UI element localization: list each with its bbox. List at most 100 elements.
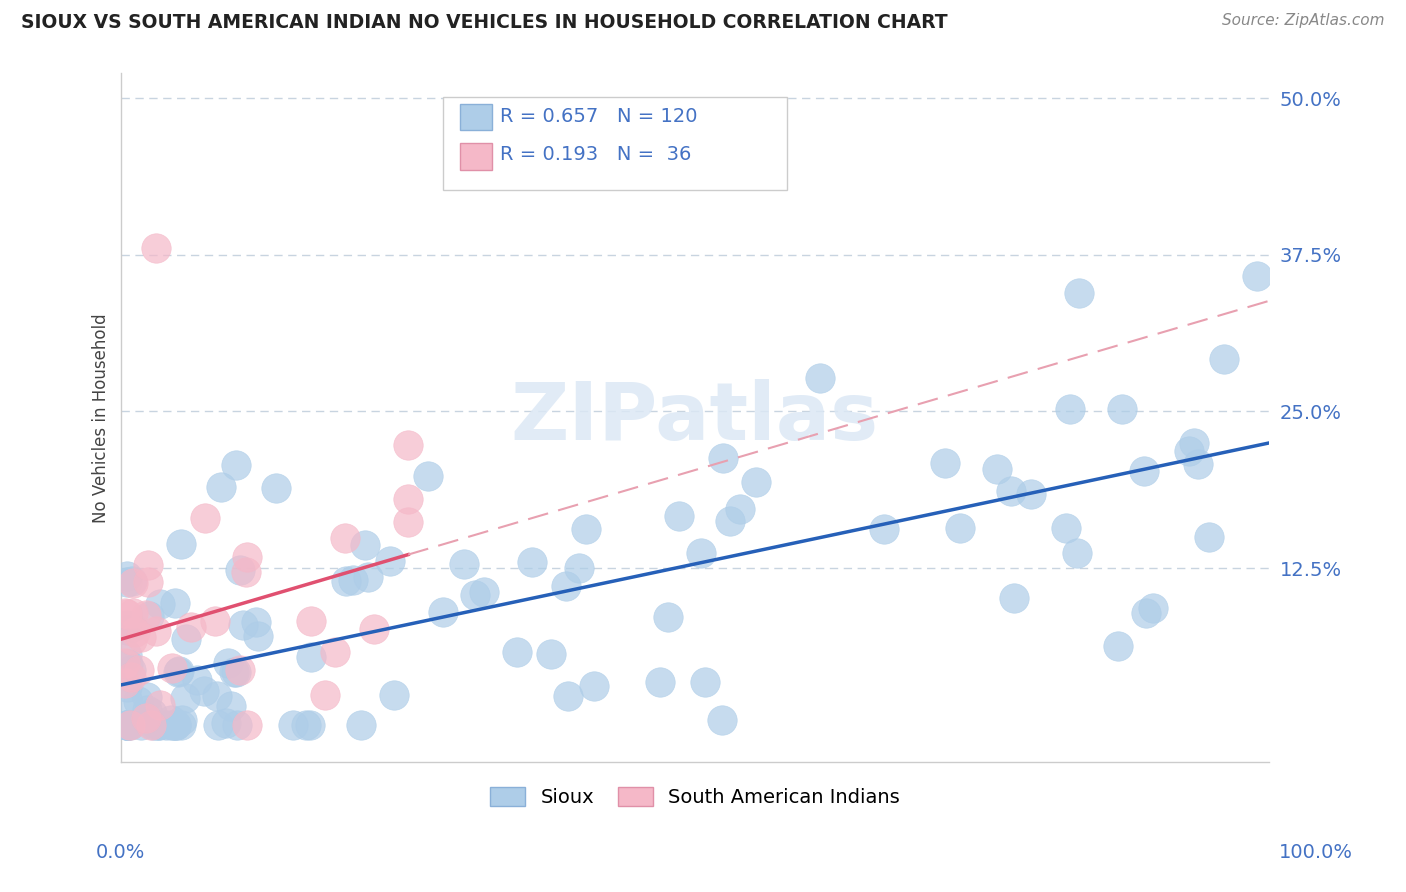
Point xyxy=(689,546,711,560)
Point xyxy=(115,718,138,732)
Point xyxy=(141,706,163,720)
Point xyxy=(949,521,972,535)
Point xyxy=(718,514,741,528)
Point xyxy=(115,648,138,663)
Point xyxy=(728,502,751,516)
Point xyxy=(142,718,165,732)
Text: 0.0%: 0.0% xyxy=(96,843,145,862)
Point xyxy=(117,657,139,671)
Y-axis label: No Vehicles in Household: No Vehicles in Household xyxy=(93,313,110,523)
Point xyxy=(235,565,257,579)
Point xyxy=(170,718,193,732)
Text: ZIPatlas: ZIPatlas xyxy=(510,379,879,457)
Point xyxy=(160,713,183,727)
Point xyxy=(363,622,385,636)
Point xyxy=(115,718,138,732)
Point xyxy=(174,691,197,706)
Point xyxy=(235,718,257,732)
Point xyxy=(582,679,605,693)
Point xyxy=(506,645,529,659)
Point xyxy=(246,629,269,643)
Point xyxy=(335,574,357,589)
Point xyxy=(1107,639,1129,653)
Legend: Sioux, South American Indians: Sioux, South American Indians xyxy=(482,780,908,814)
Point xyxy=(229,663,252,677)
Text: R = 0.657   N = 120: R = 0.657 N = 120 xyxy=(501,107,697,127)
Point xyxy=(176,632,198,646)
Point xyxy=(986,462,1008,476)
Point xyxy=(229,563,252,577)
Point xyxy=(873,522,896,536)
Point xyxy=(170,537,193,551)
Point xyxy=(934,456,956,470)
Point xyxy=(121,574,143,588)
Point xyxy=(568,561,591,575)
Point xyxy=(557,690,579,704)
Point xyxy=(138,558,160,572)
Point xyxy=(464,588,486,602)
Point xyxy=(1000,484,1022,499)
Point xyxy=(1111,402,1133,417)
Text: Source: ZipAtlas.com: Source: ZipAtlas.com xyxy=(1222,13,1385,29)
Point xyxy=(148,718,170,732)
Point xyxy=(382,688,405,702)
Point xyxy=(124,625,146,640)
Point xyxy=(122,606,145,620)
Point xyxy=(145,718,167,732)
Point xyxy=(295,718,318,732)
Point xyxy=(120,718,142,732)
Point xyxy=(342,573,364,587)
Point xyxy=(711,450,734,465)
Point xyxy=(135,608,157,623)
Point xyxy=(378,554,401,568)
Point xyxy=(396,438,419,452)
Point xyxy=(160,718,183,732)
Point xyxy=(114,676,136,690)
Point xyxy=(204,614,226,628)
Point xyxy=(1198,530,1220,544)
Point xyxy=(225,665,247,679)
Point xyxy=(353,538,375,552)
FancyBboxPatch shape xyxy=(460,104,492,130)
Point xyxy=(170,713,193,727)
Point xyxy=(357,570,380,584)
Point xyxy=(149,698,172,712)
Point xyxy=(165,718,187,732)
Point xyxy=(575,522,598,536)
Point xyxy=(472,584,495,599)
Point xyxy=(148,718,170,732)
Point xyxy=(135,703,157,717)
Point xyxy=(114,606,136,620)
Point xyxy=(314,688,336,702)
Point xyxy=(219,699,242,714)
Point xyxy=(1019,486,1042,500)
Point xyxy=(136,575,159,590)
Point xyxy=(432,605,454,619)
Point xyxy=(115,718,138,732)
Point xyxy=(217,656,239,670)
Point xyxy=(1054,521,1077,535)
Point xyxy=(127,694,149,708)
FancyBboxPatch shape xyxy=(443,97,787,190)
Point xyxy=(169,664,191,678)
Point xyxy=(165,718,187,732)
Text: SIOUX VS SOUTH AMERICAN INDIAN NO VEHICLES IN HOUSEHOLD CORRELATION CHART: SIOUX VS SOUTH AMERICAN INDIAN NO VEHICL… xyxy=(21,13,948,32)
Point xyxy=(160,661,183,675)
Point xyxy=(115,718,138,732)
Point xyxy=(194,510,217,524)
Point xyxy=(693,675,716,690)
Point xyxy=(115,718,138,732)
Point xyxy=(333,531,356,545)
Point xyxy=(139,718,162,732)
Point xyxy=(115,575,138,590)
Point xyxy=(207,689,229,703)
Point xyxy=(207,718,229,732)
Point xyxy=(145,242,167,256)
Point xyxy=(129,718,152,732)
Point xyxy=(657,610,679,624)
Point xyxy=(650,675,672,690)
Point xyxy=(222,665,245,680)
Point xyxy=(180,620,202,634)
Point xyxy=(396,492,419,507)
Point xyxy=(225,458,247,472)
